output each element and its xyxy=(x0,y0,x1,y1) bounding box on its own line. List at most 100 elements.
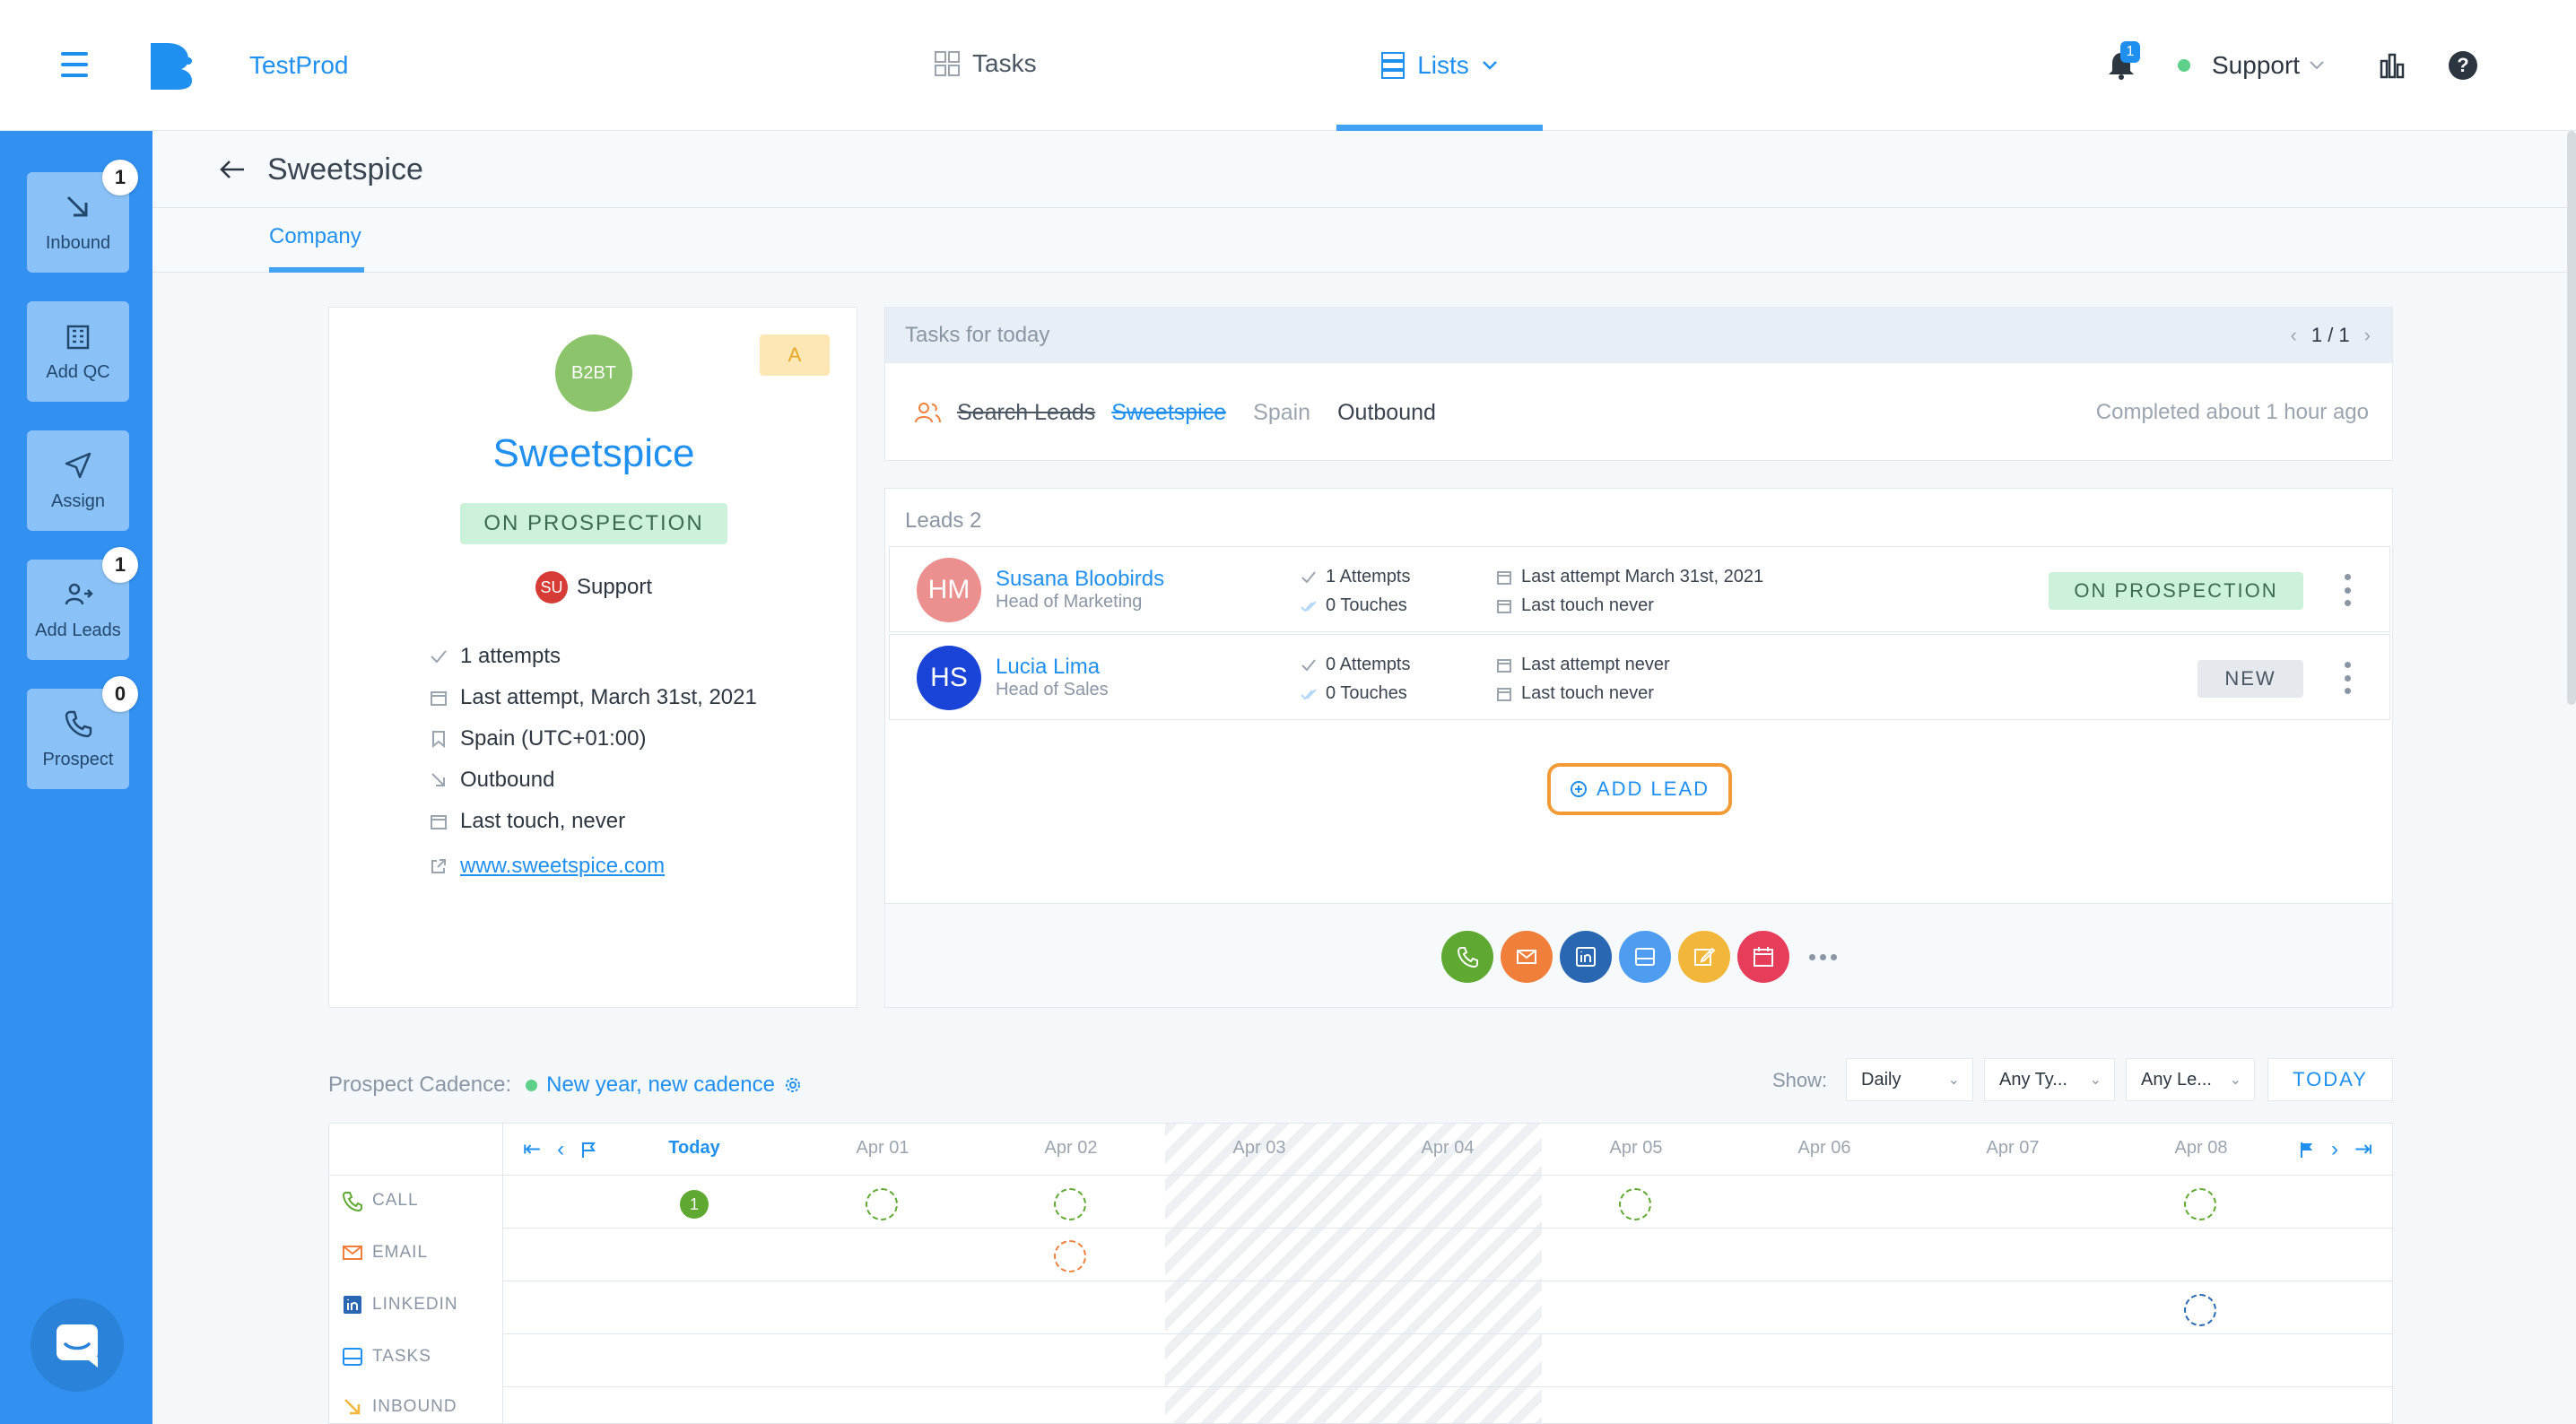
lead-last-touch-text: Last touch never xyxy=(1521,683,1654,703)
top-bar: TestProd Tasks Lists 1 Support ? xyxy=(0,0,2576,131)
tasks-pager: ‹ 1 / 1 › xyxy=(2291,324,2371,347)
scheduled-email-marker[interactable] xyxy=(1054,1240,1086,1272)
nav-tasks-label: Tasks xyxy=(972,49,1037,77)
info-last-touch-text: Last touch, never xyxy=(460,809,626,833)
user-menu[interactable]: Support xyxy=(2212,51,2325,80)
task-row[interactable]: Search Leads Sweetspice Spain Outbound C… xyxy=(885,363,2394,462)
day-label: Apr 07 xyxy=(1986,1138,2040,1158)
add-lead-button[interactable]: ADD LEAD xyxy=(1547,763,1732,815)
task-company-link[interactable]: Sweetspice xyxy=(1111,399,1227,425)
cadence-name-link[interactable]: New year, new cadence xyxy=(546,1072,775,1097)
mail-icon xyxy=(1517,950,1536,964)
chevron-left-icon[interactable]: ‹ xyxy=(2290,324,2297,346)
send-icon xyxy=(65,452,91,478)
more-actions-icon[interactable] xyxy=(1809,953,1837,960)
row-label-text: LINKEDIN xyxy=(372,1295,458,1314)
linkedin-action-button[interactable] xyxy=(1560,931,1612,983)
add-lead-label: ADD LEAD xyxy=(1596,777,1710,800)
company-name[interactable]: Sweetspice xyxy=(492,431,695,475)
window-icon xyxy=(1635,948,1655,966)
email-action-button[interactable] xyxy=(1501,931,1553,983)
left-sidebar: Inbound 1 Add QC Assign Add Leads 1 Pros… xyxy=(0,131,152,1424)
website-link[interactable]: www.sweetspice.com xyxy=(430,846,757,887)
logo[interactable] xyxy=(149,41,194,91)
calendar-row-tasks xyxy=(503,1334,2392,1387)
sidebar-item-add-qc[interactable]: Add QC xyxy=(27,301,129,402)
chevron-right-icon[interactable]: › xyxy=(2363,324,2371,346)
note-action-button[interactable] xyxy=(1678,931,1730,983)
help-icon[interactable]: ? xyxy=(2449,51,2477,80)
lead-last-touch-text: Last touch never xyxy=(1521,595,1654,615)
company-status-badge[interactable]: ON PROSPECTION xyxy=(460,503,727,544)
flag-icon[interactable] xyxy=(2299,1141,2315,1159)
task-name: Search Leads xyxy=(957,399,1096,425)
page-scrollbar[interactable] xyxy=(2567,131,2576,705)
day-label: Apr 08 xyxy=(2174,1138,2228,1158)
scheduled-call-marker[interactable] xyxy=(1619,1188,1651,1220)
first-page-icon[interactable]: ⇤ xyxy=(523,1137,542,1161)
completed-call-marker[interactable]: 1 xyxy=(680,1190,709,1219)
type-select[interactable]: Any Ty... ⌄ xyxy=(1984,1058,2115,1101)
scheduled-call-marker[interactable] xyxy=(866,1188,898,1220)
notification-badge: 1 xyxy=(2120,41,2140,63)
sidebar-item-prospect[interactable]: Prospect 0 xyxy=(27,676,138,789)
scheduled-linkedin-marker[interactable] xyxy=(2184,1294,2216,1326)
lead-row[interactable]: HS Lucia Lima Head of Sales 0 Attempts 0… xyxy=(889,634,2390,720)
flag-icon[interactable] xyxy=(580,1141,596,1159)
lead-name[interactable]: Susana Bloobirds xyxy=(996,567,1165,591)
lead-status-badge[interactable]: ON PROSPECTION xyxy=(2049,572,2303,610)
chevron-left-icon[interactable]: ‹ xyxy=(557,1136,565,1161)
lead-row[interactable]: HM Susana Bloobirds Head of Marketing 1 … xyxy=(889,546,2390,632)
row-label-call: CALL xyxy=(342,1190,419,1211)
row-label-email: EMAIL xyxy=(342,1242,428,1263)
back-arrow-icon[interactable] xyxy=(219,158,246,181)
lead-touches-text: 0 Touches xyxy=(1326,683,1407,703)
lead-select[interactable]: Any Le... ⌄ xyxy=(2126,1058,2255,1101)
more-options-icon[interactable] xyxy=(2345,574,2352,606)
linkedin-icon xyxy=(1576,947,1596,967)
lead-job-title: Head of Sales xyxy=(996,680,1109,699)
info-last-attempt: Last attempt, March 31st, 2021 xyxy=(430,677,757,718)
show-label: Show: xyxy=(1772,1069,1828,1091)
gear-icon[interactable] xyxy=(784,1076,802,1094)
list-icon xyxy=(1381,52,1405,79)
period-select[interactable]: Daily ⌄ xyxy=(1846,1058,1973,1101)
meeting-action-button[interactable] xyxy=(1737,931,1789,983)
chevron-right-icon[interactable]: › xyxy=(2331,1136,2338,1161)
external-link-icon xyxy=(431,859,446,873)
task-action-button[interactable] xyxy=(1619,931,1671,983)
website-link-text[interactable]: www.sweetspice.com xyxy=(460,854,666,878)
tasks-today-panel: Tasks for today ‹ 1 / 1 › Search Leads S… xyxy=(884,307,2393,461)
phone-icon xyxy=(1457,947,1478,968)
last-page-icon[interactable]: ⇥ xyxy=(2354,1137,2373,1161)
chevron-down-icon: ⌄ xyxy=(1947,1072,1960,1088)
call-action-button[interactable] xyxy=(1441,931,1493,983)
lead-status-badge[interactable]: NEW xyxy=(2197,660,2303,698)
scheduled-call-marker[interactable] xyxy=(2184,1188,2216,1220)
bar-chart-icon[interactable] xyxy=(2379,52,2406,79)
app-name[interactable]: TestProd xyxy=(249,51,349,79)
add-leads-badge: 1 xyxy=(102,547,138,583)
menu-icon[interactable] xyxy=(61,52,88,77)
calendar-row-linkedin xyxy=(503,1281,2392,1334)
nav-tasks[interactable]: Tasks xyxy=(935,49,1037,78)
chat-launcher-button[interactable] xyxy=(30,1298,124,1392)
page-header: Sweetspice xyxy=(152,131,2576,208)
more-options-icon[interactable] xyxy=(2345,662,2352,694)
period-select-value: Daily xyxy=(1861,1069,1902,1090)
today-button[interactable]: TODAY xyxy=(2267,1058,2393,1101)
lead-attempts-text: 1 Attempts xyxy=(1326,567,1411,586)
day-label: Apr 05 xyxy=(1609,1138,1663,1158)
row-label-text: CALL xyxy=(372,1191,419,1210)
owner-name: Support xyxy=(576,575,653,599)
sidebar-item-assign[interactable]: Assign xyxy=(27,430,129,531)
tab-company[interactable]: Company xyxy=(269,224,364,273)
scheduled-call-marker[interactable] xyxy=(1054,1188,1086,1220)
nav-lists[interactable]: Lists xyxy=(1336,0,1543,131)
cadence-calendar: ⇤ ‹ Today Apr 01 Apr 02 Apr 03 Apr 04 Ap… xyxy=(328,1123,2393,1424)
chevron-down-icon xyxy=(1482,61,1497,70)
sidebar-item-inbound[interactable]: Inbound 1 xyxy=(27,160,138,273)
sidebar-item-add-leads[interactable]: Add Leads 1 xyxy=(27,547,138,660)
edit-icon xyxy=(1694,947,1716,966)
lead-name[interactable]: Lucia Lima xyxy=(996,655,1101,679)
